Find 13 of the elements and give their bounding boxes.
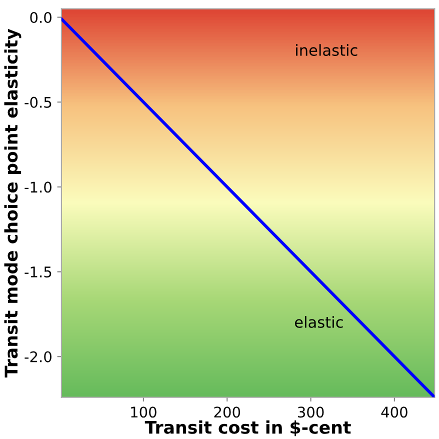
y-axis-title: Transit mode choice point elasticity — [4, 28, 22, 378]
y-tick-label: -2.0 — [24, 351, 52, 362]
y-tick-label: -1.5 — [24, 266, 52, 278]
annotation: elastic — [294, 316, 343, 328]
y-tick-label: -1.0 — [24, 182, 52, 193]
x-tick-label: 200 — [214, 406, 240, 418]
x-tick-label: 400 — [381, 406, 408, 418]
x-tick-label: 300 — [298, 406, 324, 418]
x-tick-label: 100 — [131, 406, 156, 418]
x-axis-title: Transit cost in $-cent — [144, 420, 351, 436]
annotation: inelastic — [296, 44, 358, 56]
y-tick-label: 0.0 — [30, 12, 52, 24]
y-tick-label: -0.5 — [24, 96, 52, 108]
